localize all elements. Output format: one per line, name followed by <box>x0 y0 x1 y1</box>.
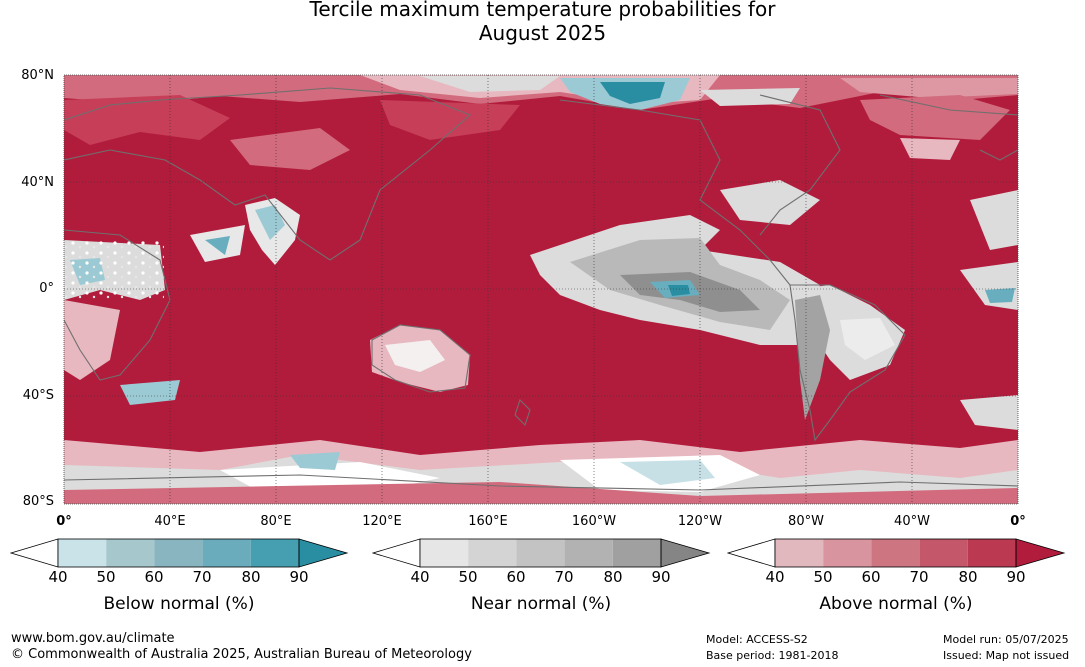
legend-below-normal-bar <box>10 538 349 568</box>
legend-below-tick-80: 80 <box>241 568 261 586</box>
legend-above-tick-60: 60 <box>861 568 881 586</box>
lat-label-80s: 80°S <box>22 494 54 509</box>
legend-below-tick-40: 40 <box>48 568 68 586</box>
legend-above-swatch-3 <box>871 539 920 567</box>
legend-above-tick-50: 50 <box>813 568 833 586</box>
legend-below-tick-50: 50 <box>96 568 116 586</box>
legend-below-swatch-1 <box>58 539 107 567</box>
legend-near-swatch-5 <box>612 539 661 567</box>
atlantic-region <box>960 190 1018 430</box>
legend-near-arrow-high <box>660 538 711 568</box>
legend-near-tick-70: 70 <box>554 568 574 586</box>
graticule <box>64 75 1018 504</box>
map-background <box>64 75 1018 504</box>
australia-region <box>120 325 470 405</box>
lon-label-120w: 120°W <box>677 514 723 529</box>
lon-label-0-west: 0° <box>56 514 72 529</box>
legend-near-tick-40: 40 <box>410 568 430 586</box>
legend-near-swatch-3 <box>516 539 565 567</box>
eurasia-anomalies <box>64 95 1010 170</box>
africa-region <box>64 240 165 380</box>
legend-above-tick-40: 40 <box>765 568 785 586</box>
lon-label-80e: 80°E <box>260 514 292 529</box>
footer-website: www.bom.gov.au/climate <box>11 631 175 646</box>
lat-label-80n: 80°N <box>21 68 54 83</box>
coastlines <box>64 87 1018 491</box>
legend-below-tick-70: 70 <box>192 568 212 586</box>
lon-label-160e: 160°E <box>468 514 508 529</box>
legend-above-tick-90: 90 <box>1006 568 1026 586</box>
lat-label-40n: 40°N <box>21 175 54 190</box>
legend-above-swatch-5 <box>967 539 1016 567</box>
legend-below-swatch-2 <box>106 539 155 567</box>
arctic-region <box>64 75 1018 110</box>
map-title-line-2: August 2025 <box>478 21 607 45</box>
legend-near-swatch-2 <box>468 539 517 567</box>
legend-below-arrow-high <box>298 538 349 568</box>
map-title-line-1: Tercile maximum temperature probabilitie… <box>309 0 776 21</box>
footer-issued: Issued: Map not issued <box>943 649 1070 662</box>
legend-above-swatch-1 <box>775 539 824 567</box>
legend-above-tick-70: 70 <box>909 568 929 586</box>
footer-model: Model: ACCESS-S2 <box>706 633 808 646</box>
legend-near-swatch-1 <box>420 539 469 567</box>
legend-above-normal-bar <box>727 538 1066 568</box>
footer-copyright: © Commonwealth of Australia 2025, Austra… <box>11 647 472 662</box>
legend-near-tick-80: 80 <box>603 568 623 586</box>
map-frame <box>63 74 1019 505</box>
lat-label-40s: 40°S <box>22 388 54 403</box>
legend-above-arrow-high <box>1015 538 1066 568</box>
legend-near-tick-50: 50 <box>458 568 478 586</box>
footer-model-run: Model run: 05/07/2025 <box>943 633 1069 646</box>
legend-below-tick-90: 90 <box>289 568 309 586</box>
legend-near-normal-bar <box>372 538 711 568</box>
legend-below-normal-title: Below normal (%) <box>103 594 255 614</box>
antarctic-region <box>64 440 1018 504</box>
legend-below-swatch-5 <box>250 539 299 567</box>
footer-base-period: Base period: 1981-2018 <box>706 649 839 662</box>
legend-above-swatch-4 <box>919 539 968 567</box>
legend-near-tick-90: 90 <box>651 568 671 586</box>
south-america-region <box>790 285 905 420</box>
lon-label-120e: 120°E <box>362 514 402 529</box>
legend-above-arrow-low <box>727 538 776 568</box>
lon-label-40w: 40°W <box>894 514 930 529</box>
lon-label-80w: 80°W <box>788 514 824 529</box>
legend-below-swatch-3 <box>154 539 203 567</box>
legend-above-tick-80: 80 <box>958 568 978 586</box>
legend-near-normal-title: Near normal (%) <box>470 594 612 614</box>
legend-below-swatch-4 <box>202 539 251 567</box>
probability-map <box>63 74 1019 505</box>
legend-below-arrow-low <box>10 538 59 568</box>
legend-above-normal-title: Above normal (%) <box>819 594 973 614</box>
lon-label-0-east: 0° <box>1010 514 1026 529</box>
legend-near-swatch-4 <box>564 539 613 567</box>
legend-below-tick-60: 60 <box>144 568 164 586</box>
pacific-near-normal <box>530 180 820 345</box>
lon-label-160w: 160°W <box>571 514 617 529</box>
legend-near-tick-60: 60 <box>506 568 526 586</box>
legend-above-swatch-2 <box>823 539 872 567</box>
india-below-normal <box>190 198 300 265</box>
legend-near-arrow-low <box>372 538 421 568</box>
lat-label-0: 0° <box>39 281 54 296</box>
lon-label-40e: 40°E <box>154 514 186 529</box>
